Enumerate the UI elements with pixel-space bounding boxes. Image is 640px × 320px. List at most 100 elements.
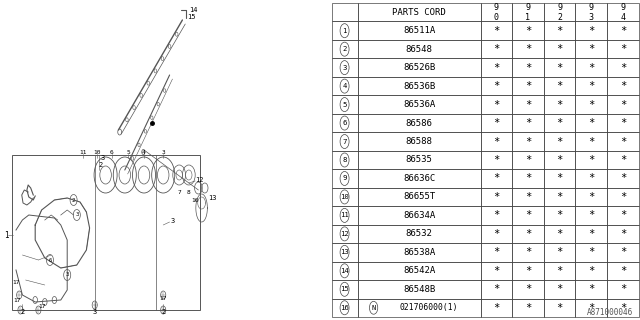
Text: 17: 17 bbox=[13, 298, 21, 302]
Bar bbox=[512, 95, 544, 114]
Text: *: * bbox=[588, 81, 595, 91]
Bar bbox=[332, 151, 358, 169]
Text: 021706000(1): 021706000(1) bbox=[399, 303, 458, 312]
Text: 1: 1 bbox=[342, 28, 347, 34]
Text: *: * bbox=[525, 303, 531, 313]
Bar bbox=[607, 77, 639, 95]
Bar bbox=[358, 40, 481, 59]
Bar bbox=[607, 243, 639, 261]
Text: *: * bbox=[557, 229, 563, 239]
Text: *: * bbox=[557, 303, 563, 313]
Text: 11: 11 bbox=[340, 212, 349, 219]
Text: *: * bbox=[525, 284, 531, 294]
Bar bbox=[358, 132, 481, 151]
Bar bbox=[481, 95, 512, 114]
Text: 86655T: 86655T bbox=[403, 192, 435, 202]
Text: *: * bbox=[493, 284, 499, 294]
Text: *: * bbox=[525, 266, 531, 276]
Bar bbox=[358, 114, 481, 132]
Text: *: * bbox=[557, 155, 563, 165]
Bar bbox=[607, 151, 639, 169]
Bar bbox=[332, 21, 358, 40]
Bar bbox=[512, 188, 544, 206]
Text: *: * bbox=[493, 118, 499, 128]
Bar bbox=[607, 21, 639, 40]
Bar bbox=[544, 77, 575, 95]
Bar bbox=[575, 243, 607, 261]
Text: 17: 17 bbox=[12, 281, 20, 285]
Text: *: * bbox=[493, 100, 499, 109]
Text: *: * bbox=[620, 229, 626, 239]
Bar bbox=[512, 299, 544, 317]
Text: *: * bbox=[620, 303, 626, 313]
Text: *: * bbox=[620, 118, 626, 128]
Bar bbox=[481, 188, 512, 206]
Bar bbox=[607, 225, 639, 243]
Bar bbox=[607, 169, 639, 188]
Text: 17: 17 bbox=[38, 305, 45, 309]
Bar bbox=[358, 225, 481, 243]
Text: 86532: 86532 bbox=[406, 229, 433, 238]
Bar bbox=[481, 225, 512, 243]
Text: 10: 10 bbox=[340, 194, 349, 200]
Text: 86542A: 86542A bbox=[403, 266, 435, 275]
Bar bbox=[358, 169, 481, 188]
Bar bbox=[512, 40, 544, 59]
Text: *: * bbox=[588, 211, 595, 220]
Bar bbox=[358, 77, 481, 95]
Text: *: * bbox=[620, 211, 626, 220]
Bar bbox=[575, 206, 607, 225]
Text: 17: 17 bbox=[159, 295, 167, 300]
Text: *: * bbox=[557, 266, 563, 276]
Bar bbox=[332, 225, 358, 243]
Text: *: * bbox=[620, 192, 626, 202]
Bar bbox=[575, 299, 607, 317]
Text: *: * bbox=[588, 44, 595, 54]
Text: 2: 2 bbox=[20, 309, 24, 315]
Text: *: * bbox=[493, 229, 499, 239]
Text: *: * bbox=[557, 284, 563, 294]
Bar bbox=[332, 206, 358, 225]
Text: 3: 3 bbox=[100, 155, 104, 161]
Text: *: * bbox=[620, 137, 626, 147]
Bar bbox=[481, 59, 512, 77]
Bar bbox=[607, 299, 639, 317]
Bar bbox=[544, 225, 575, 243]
Bar bbox=[512, 21, 544, 40]
Text: *: * bbox=[557, 137, 563, 147]
Text: *: * bbox=[525, 137, 531, 147]
Bar bbox=[481, 77, 512, 95]
Text: 5: 5 bbox=[126, 149, 130, 155]
Bar bbox=[544, 280, 575, 299]
Text: 3: 3 bbox=[93, 309, 97, 315]
Text: *: * bbox=[493, 211, 499, 220]
Bar bbox=[544, 206, 575, 225]
Bar bbox=[512, 280, 544, 299]
Text: *: * bbox=[588, 118, 595, 128]
Text: *: * bbox=[557, 81, 563, 91]
Text: 2: 2 bbox=[161, 309, 165, 315]
Bar bbox=[358, 59, 481, 77]
Text: 4: 4 bbox=[142, 149, 146, 155]
Text: *: * bbox=[620, 266, 626, 276]
Bar bbox=[332, 280, 358, 299]
Bar bbox=[544, 243, 575, 261]
Text: 86586: 86586 bbox=[406, 118, 433, 128]
Text: *: * bbox=[493, 81, 499, 91]
Bar bbox=[332, 95, 358, 114]
Text: 9
1: 9 1 bbox=[525, 3, 531, 22]
Text: 2: 2 bbox=[72, 197, 76, 203]
Bar bbox=[481, 151, 512, 169]
Text: 86634A: 86634A bbox=[403, 211, 435, 220]
Bar bbox=[481, 114, 512, 132]
Text: *: * bbox=[620, 284, 626, 294]
Text: *: * bbox=[588, 137, 595, 147]
Bar bbox=[358, 261, 481, 280]
Bar bbox=[544, 114, 575, 132]
Bar bbox=[544, 95, 575, 114]
Bar bbox=[607, 261, 639, 280]
Text: 86588: 86588 bbox=[406, 137, 433, 146]
Text: *: * bbox=[493, 192, 499, 202]
Bar bbox=[544, 59, 575, 77]
Text: 86536B: 86536B bbox=[403, 82, 435, 91]
